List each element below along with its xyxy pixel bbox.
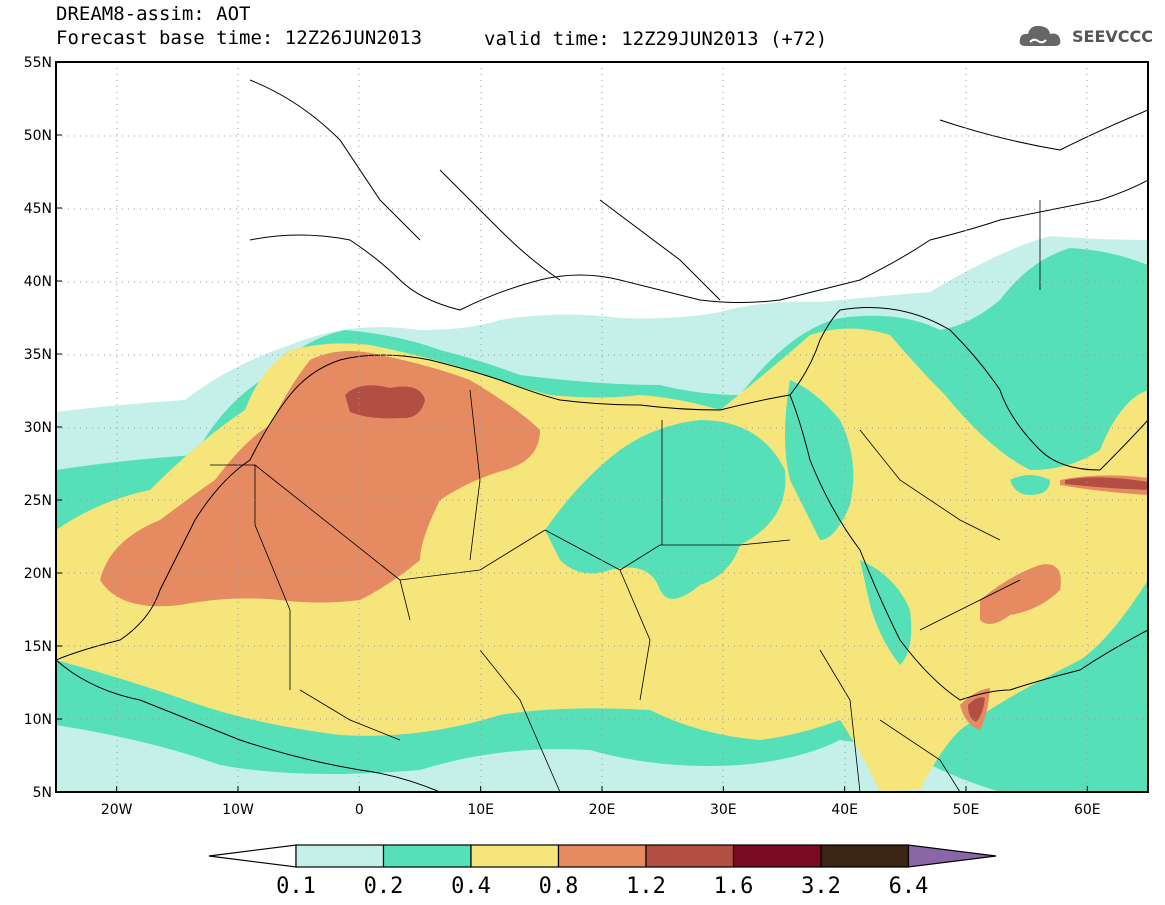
aot-band-1.2 xyxy=(1065,477,1148,490)
colorbar-label: 6.4 xyxy=(889,874,929,899)
colorbar-swatch xyxy=(295,844,385,868)
cloud-icon xyxy=(1019,25,1061,46)
colorbar-label: 0.1 xyxy=(276,874,316,899)
colorbar-arrow-high xyxy=(907,844,997,868)
coastlines xyxy=(56,79,1148,792)
lon-label: 0 xyxy=(355,802,364,818)
colorbar-label: 1.2 xyxy=(626,874,666,899)
colorbar-label: 0.8 xyxy=(539,874,579,899)
aot-band-0.2 xyxy=(1010,475,1050,495)
lon-label: 20W xyxy=(101,802,133,818)
lat-label: 30N xyxy=(24,420,52,436)
colorbar-label: 0.4 xyxy=(451,874,491,899)
colorbar-label: 0.2 xyxy=(364,874,404,899)
lon-label: 30E xyxy=(710,802,737,818)
longitude-labels: 20W 10W 0 10E 20E 30E 40E 50E 60E xyxy=(101,786,1101,818)
colorbar-swatch xyxy=(645,844,735,868)
colorbar-swatch xyxy=(557,844,647,868)
lat-label: 5N xyxy=(33,785,52,801)
lon-label: 50E xyxy=(953,802,980,818)
map-title: DREAM8-assim: AOT xyxy=(56,3,251,25)
graticule xyxy=(56,62,1148,792)
colorbar-swatch xyxy=(382,844,472,868)
lon-label: 10E xyxy=(467,802,494,818)
colorbar-swatch xyxy=(732,844,822,868)
lon-label: 40E xyxy=(831,802,858,818)
colorbar-label: 3.2 xyxy=(801,874,841,899)
aot-band-1.2 xyxy=(345,385,425,419)
lat-label: 20N xyxy=(24,566,52,582)
aot-band-0.2 xyxy=(545,420,786,599)
aot-band-0.8 xyxy=(100,351,540,607)
aot-fields xyxy=(56,62,1148,792)
lat-label: 40N xyxy=(24,274,52,290)
country-borders xyxy=(210,200,1041,792)
lat-label: 50N xyxy=(24,128,52,144)
lat-label: 55N xyxy=(24,55,52,71)
colorbar-swatch xyxy=(470,844,560,868)
lat-label: 10N xyxy=(24,712,52,728)
logo-text: SEEVCCC xyxy=(1072,26,1153,46)
lat-label: 25N xyxy=(24,493,52,509)
lat-label: 15N xyxy=(24,639,52,655)
colorbar-arrow-low xyxy=(208,844,297,868)
aot-band-0.2 xyxy=(860,560,912,665)
forecast-base-time: Forecast base time: 12Z26JUN2013 xyxy=(56,27,423,49)
lon-label: 60E xyxy=(1074,802,1101,818)
colorbar: 0.1 0.2 0.4 0.8 1.2 1.6 3.2 6.4 xyxy=(208,844,997,899)
lat-label: 35N xyxy=(24,347,52,363)
seevccc-logo: SEEVCCC xyxy=(1018,22,1153,50)
lon-label: 10W xyxy=(222,802,254,818)
colorbar-label: 1.6 xyxy=(714,874,754,899)
lon-label: 20E xyxy=(589,802,616,818)
aot-band-0.2 xyxy=(920,337,1073,451)
lat-label: 45N xyxy=(24,201,52,217)
aot-band-1.2 xyxy=(968,697,985,722)
valid-time: valid time: 12Z29JUN2013 (+72) xyxy=(484,28,828,50)
latitude-labels: 55N 50N 45N 40N 35N 30N 25N 20N 15N 10N 5N xyxy=(24,55,62,801)
aot-band-0.8 xyxy=(980,564,1061,624)
colorbar-swatch xyxy=(820,844,910,868)
